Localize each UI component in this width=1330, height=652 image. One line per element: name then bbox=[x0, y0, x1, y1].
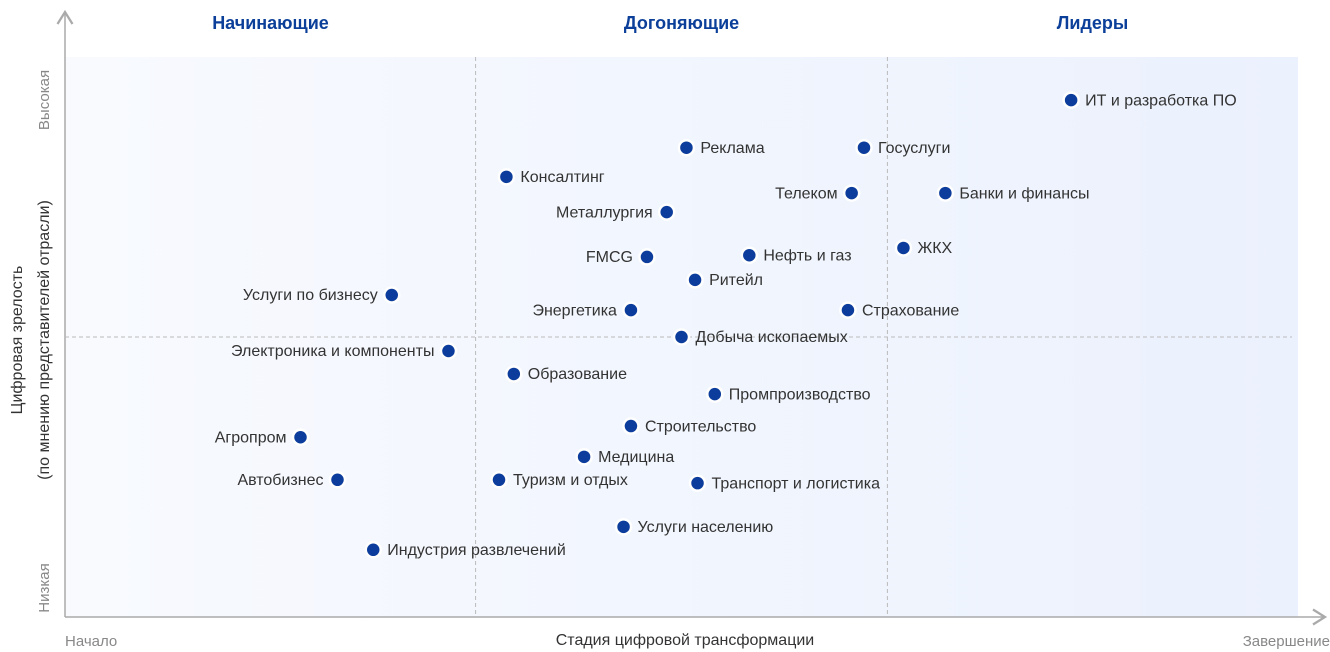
point bbox=[497, 168, 516, 186]
point-label: Туризм и отдых bbox=[513, 472, 628, 489]
point-label: ЖКХ bbox=[917, 240, 952, 257]
point bbox=[328, 471, 347, 489]
point bbox=[382, 286, 401, 304]
x-axis-title: Стадия цифровой трансформации bbox=[556, 632, 815, 649]
point-label: Нефть и газ bbox=[763, 247, 851, 264]
point bbox=[672, 328, 691, 346]
y-axis-title: Цифровая зрелость bbox=[9, 266, 26, 415]
quadrant-label: Догоняющие bbox=[624, 13, 739, 33]
x-end-label: Завершение bbox=[1243, 633, 1330, 650]
point-label: Транспорт и логистика bbox=[712, 475, 881, 492]
point bbox=[490, 471, 508, 489]
point-label: Индустрия развлечений bbox=[387, 542, 566, 559]
point bbox=[855, 138, 873, 157]
point bbox=[706, 385, 724, 403]
quadrant-label: Лидеры bbox=[1057, 13, 1129, 33]
point bbox=[291, 428, 310, 446]
point bbox=[839, 301, 857, 319]
point-label: Энергетика bbox=[532, 302, 617, 319]
point bbox=[657, 203, 676, 221]
point bbox=[936, 184, 955, 202]
point bbox=[505, 365, 523, 383]
point-label: Агропром bbox=[215, 429, 287, 446]
point-label: FMCG bbox=[586, 249, 633, 266]
quadrant-label: Начинающие bbox=[212, 13, 329, 33]
point bbox=[1062, 91, 1080, 109]
point-label: Телеком bbox=[775, 185, 838, 202]
point-label: Консалтинг bbox=[520, 169, 604, 186]
point bbox=[686, 271, 704, 289]
point bbox=[614, 518, 633, 536]
point-label: Промпроизводство bbox=[729, 386, 871, 403]
point bbox=[575, 448, 593, 466]
point-label: ИТ и разработка ПО bbox=[1085, 92, 1237, 109]
point-label: Металлургия bbox=[556, 204, 653, 221]
point-label: Услуги по бизнесу bbox=[243, 287, 378, 304]
y-end-label: Высокая bbox=[36, 70, 53, 130]
point-label: Строительство bbox=[645, 418, 756, 435]
point-label: Добыча ископаемых bbox=[696, 329, 848, 346]
point-label: Ритейл bbox=[709, 272, 763, 289]
x-start-label: Начало bbox=[65, 633, 117, 650]
point bbox=[622, 301, 640, 319]
point-label: Страхование bbox=[862, 302, 959, 319]
point-label: Образование bbox=[528, 366, 627, 383]
point bbox=[842, 184, 861, 202]
point bbox=[439, 342, 458, 360]
point-label: Услуги населению bbox=[638, 519, 774, 536]
point bbox=[622, 417, 640, 435]
point-label: Реклама bbox=[700, 140, 764, 157]
point bbox=[688, 474, 707, 492]
point-label: Госуслуги bbox=[878, 140, 950, 157]
y-start-label: Низкая bbox=[36, 563, 53, 612]
point bbox=[364, 541, 382, 559]
point bbox=[638, 248, 656, 266]
point-label: Банки и финансы bbox=[959, 185, 1089, 202]
point-label: Медицина bbox=[598, 449, 674, 466]
point-label: Электроника и компоненты bbox=[231, 343, 434, 360]
point bbox=[740, 246, 759, 264]
point-label: Автобизнес bbox=[237, 472, 323, 489]
point bbox=[677, 138, 696, 157]
point bbox=[894, 239, 913, 257]
y-axis-title: (по мнению представителей отрасли) bbox=[36, 200, 53, 480]
